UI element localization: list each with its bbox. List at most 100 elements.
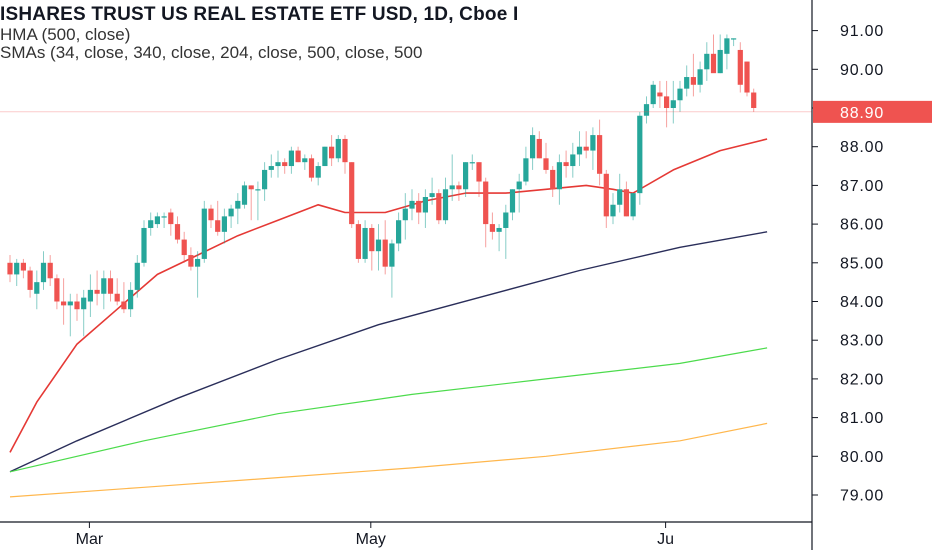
candle-body [717, 49, 723, 74]
candle [543, 142, 549, 174]
candle-body [148, 220, 154, 228]
candle [322, 146, 328, 167]
candle-body [134, 262, 140, 290]
candle-body [643, 104, 650, 116]
candle-body [456, 185, 462, 190]
candle [610, 193, 616, 225]
price-tick-label: 90.00 [840, 62, 884, 79]
candle-body [597, 135, 603, 174]
candle-body [617, 189, 623, 205]
candle [14, 258, 20, 287]
candle [489, 212, 495, 240]
candle-body [409, 200, 415, 209]
candle [583, 131, 589, 159]
candle [670, 80, 676, 124]
time-tick-label: Ju [657, 531, 674, 548]
candle-body [396, 220, 402, 244]
candle-body [429, 193, 435, 198]
candle [74, 293, 80, 321]
candle [751, 88, 757, 112]
candle [389, 239, 395, 298]
candle-body [201, 208, 207, 259]
candle-body [40, 262, 47, 283]
candle [141, 220, 147, 267]
sma-orange-line [9, 422, 768, 498]
price-axis[interactable]: 79.00 80.00 81.00 82.00 83.00 84.00 85.00 86.00… [812, 23, 884, 505]
candle [617, 173, 623, 213]
candle [121, 282, 127, 314]
candle [704, 42, 710, 81]
candle-body [503, 212, 509, 228]
candle [20, 258, 26, 279]
candle-body [141, 227, 147, 263]
candle [40, 251, 47, 290]
candle-body [248, 185, 254, 190]
candle-body [61, 301, 67, 306]
candle-body [576, 146, 583, 155]
candle-body [684, 77, 690, 89]
candle [275, 150, 281, 178]
candle-body [449, 185, 455, 190]
candle-body [107, 278, 114, 294]
time-axis[interactable]: Mar May Ju [76, 522, 674, 548]
candle [724, 34, 730, 70]
candle-body [235, 200, 241, 209]
candle-body [509, 189, 516, 213]
candle [67, 293, 73, 337]
candle [87, 274, 93, 317]
candle-body [744, 61, 750, 93]
candle-body [483, 181, 489, 225]
candle [563, 150, 569, 178]
candle [590, 127, 596, 170]
candle-body [181, 239, 187, 256]
candle-body [121, 301, 127, 310]
candle-body [550, 169, 556, 190]
candle-body [94, 289, 100, 294]
candle-body [630, 193, 636, 217]
price-tick-label: 79.00 [840, 488, 884, 505]
candle [442, 177, 449, 225]
candle-body [302, 158, 308, 163]
candle-body [369, 227, 375, 252]
candle [114, 278, 120, 306]
candle [308, 154, 315, 182]
candle [255, 181, 261, 221]
candle [382, 220, 388, 275]
candle-body [355, 224, 361, 259]
candle-body [221, 216, 227, 232]
candle [449, 154, 455, 201]
candle [623, 181, 629, 217]
candle-body [677, 88, 683, 101]
candle [516, 173, 522, 213]
candle [349, 162, 355, 228]
candle [463, 162, 469, 198]
candle-body [489, 224, 495, 232]
candle [295, 146, 301, 163]
candle [262, 162, 268, 201]
candle [241, 181, 248, 209]
candle-body [530, 135, 536, 159]
last-price-label-bg [813, 100, 932, 123]
candle-body [241, 185, 248, 205]
candle [469, 154, 475, 170]
candle [282, 158, 288, 174]
candle [483, 177, 489, 248]
candle-body [751, 92, 757, 108]
candle [657, 80, 663, 108]
candle [302, 154, 308, 170]
candle [181, 231, 187, 263]
candle [530, 127, 536, 170]
candle [54, 274, 60, 310]
candle-body [664, 96, 670, 108]
candle-body [174, 224, 181, 240]
candle [81, 289, 87, 337]
sma-green-line [9, 347, 768, 473]
candle-body [275, 162, 281, 167]
candle-body [496, 227, 502, 232]
candle-body [710, 53, 717, 74]
candle [315, 162, 321, 186]
candle [188, 247, 194, 271]
candle [717, 34, 723, 74]
candle [342, 135, 348, 174]
